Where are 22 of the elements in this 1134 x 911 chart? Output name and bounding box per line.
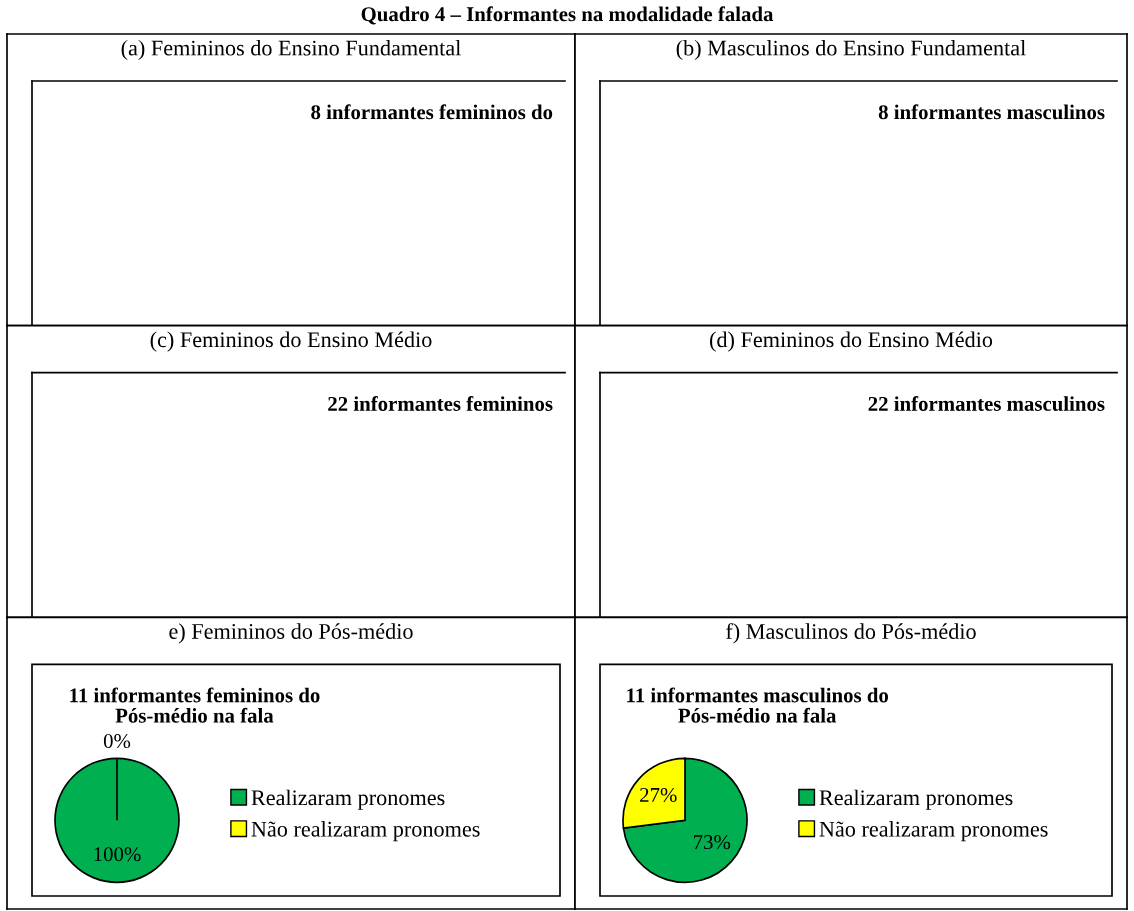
data-label: 100% xyxy=(94,847,141,862)
pie-slice xyxy=(622,757,748,884)
text: 0% xyxy=(103,733,131,749)
legend-label: Realizaram pronomes xyxy=(251,789,445,810)
chart-subtitle: 11 informantes femininos do Pós-médio na fala xyxy=(70,687,320,723)
chart-subtitle: 11 informantes masculinos do Pós-médio na fala xyxy=(627,687,889,723)
data-label: 27% xyxy=(640,787,677,803)
legend-label: Não realizaram pronomes xyxy=(251,821,480,842)
text: 8 informantes femininos do xyxy=(311,104,553,120)
text: 22 informantes masculinos xyxy=(868,396,1105,411)
text: 22 informantes femininos xyxy=(328,396,553,411)
text: Quadro 4 – Informantes na modalidade falada xyxy=(361,6,774,25)
text: (b) Masculinos do Ensino Fundamental xyxy=(676,39,1026,61)
text: (c) Femininos do Ensino Médio xyxy=(150,331,432,352)
text: (a) Femininos do Ensino Fundamental xyxy=(121,39,461,61)
text: (d) Femininos do Ensino Médio xyxy=(710,331,993,352)
legend-label: Não realizaram pronomes xyxy=(819,821,1048,842)
legend-label: Realizaram pronomes xyxy=(819,789,1013,810)
data-label: 73% xyxy=(694,835,731,850)
text: 8 informantes masculinos xyxy=(878,104,1105,120)
chart-title: e) Femininos do Pós-médio xyxy=(169,623,413,644)
chart-title: f) Masculinos do Pós-médio xyxy=(726,623,976,644)
